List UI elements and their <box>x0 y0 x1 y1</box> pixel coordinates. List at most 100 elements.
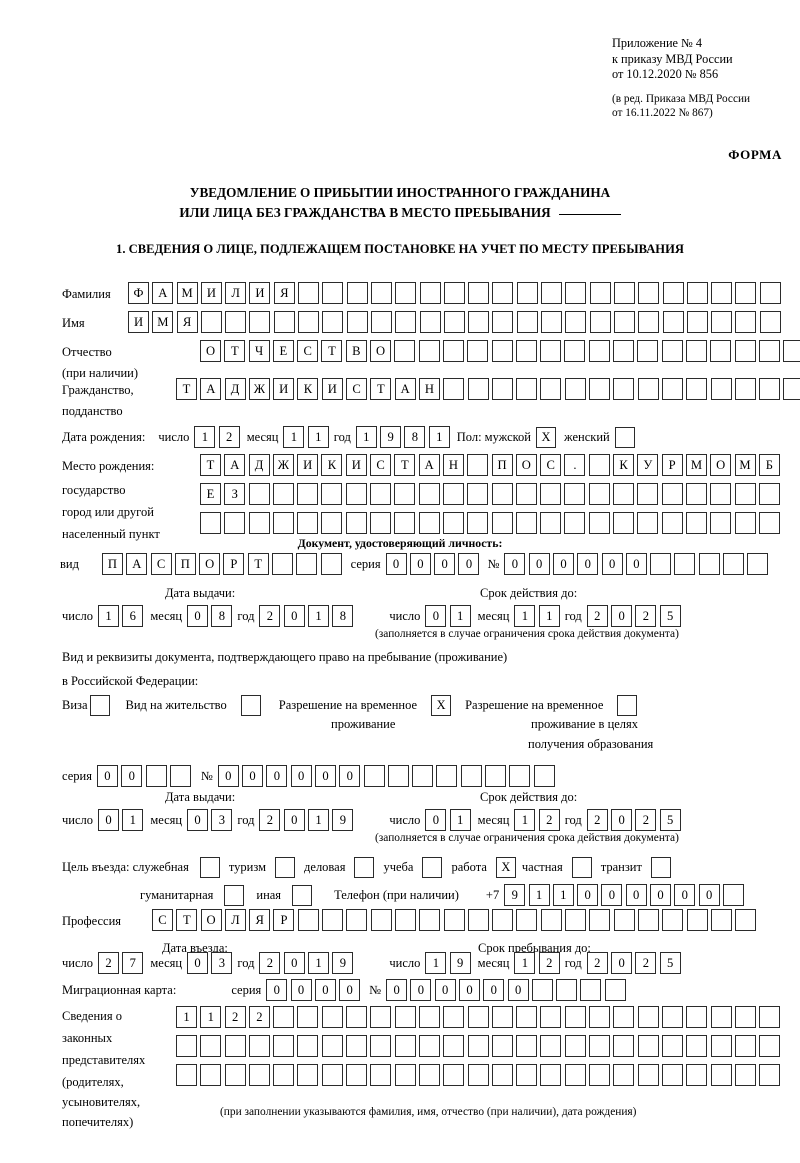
char-cell[interactable]: 9 <box>380 426 402 448</box>
char-cell[interactable] <box>394 512 416 534</box>
char-cell[interactable] <box>686 909 708 931</box>
char-cell[interactable]: 1 <box>514 605 536 627</box>
char-cell[interactable] <box>273 1064 295 1086</box>
char-cell[interactable] <box>248 483 270 505</box>
char-cell[interactable]: 1 <box>538 605 560 627</box>
char-cell[interactable]: А <box>394 378 416 400</box>
char-cell[interactable] <box>661 1035 683 1057</box>
char-cell[interactable]: 8 <box>404 426 426 448</box>
char-cell[interactable]: Р <box>661 454 683 476</box>
char-cell[interactable] <box>589 378 611 400</box>
char-cell[interactable]: 9 <box>332 952 354 974</box>
char-cell[interactable] <box>467 1035 489 1057</box>
char-cell[interactable] <box>613 1064 635 1086</box>
char-cell[interactable]: 0 <box>266 979 288 1001</box>
char-cell[interactable] <box>533 765 555 787</box>
char-cell[interactable]: В <box>345 340 367 362</box>
char-cell[interactable] <box>674 553 696 575</box>
char-cell[interactable]: 0 <box>283 605 305 627</box>
char-cell[interactable]: 1 <box>355 426 377 448</box>
char-cell[interactable] <box>322 909 344 931</box>
char-cell[interactable]: 1 <box>449 809 471 831</box>
char-cell[interactable] <box>443 1064 465 1086</box>
char-cell[interactable] <box>468 311 490 333</box>
char-cell[interactable] <box>613 512 635 534</box>
char-cell[interactable] <box>467 378 489 400</box>
char-cell[interactable]: 1 <box>308 952 330 974</box>
char-cell[interactable] <box>735 909 757 931</box>
char-cell[interactable] <box>297 1035 319 1057</box>
char-cell[interactable] <box>370 1035 392 1057</box>
checkbox-purpose-official[interactable] <box>199 857 220 878</box>
char-cell[interactable] <box>491 483 513 505</box>
char-cell[interactable] <box>298 311 320 333</box>
char-cell[interactable] <box>685 483 707 505</box>
char-cell[interactable] <box>516 1035 538 1057</box>
char-cell[interactable]: С <box>370 454 392 476</box>
char-cell[interactable]: 8 <box>332 605 354 627</box>
char-cell[interactable] <box>613 909 635 931</box>
char-cell[interactable] <box>540 483 562 505</box>
char-cell[interactable] <box>564 1035 586 1057</box>
char-cell[interactable]: 0 <box>458 553 480 575</box>
char-cell[interactable]: 1 <box>552 884 574 906</box>
char-cell[interactable] <box>564 1064 586 1086</box>
char-cell[interactable] <box>661 340 683 362</box>
char-cell[interactable] <box>491 512 513 534</box>
char-cell[interactable] <box>686 1035 708 1057</box>
char-cell[interactable] <box>169 765 191 787</box>
char-cell[interactable] <box>322 311 344 333</box>
char-cell[interactable]: С <box>150 553 172 575</box>
char-cell[interactable] <box>734 1006 756 1028</box>
char-cell[interactable] <box>638 282 660 304</box>
char-cell[interactable]: 1 <box>428 426 450 448</box>
char-cell[interactable]: Я <box>273 282 295 304</box>
char-cell[interactable]: 0 <box>425 605 447 627</box>
char-cell[interactable] <box>734 1035 756 1057</box>
char-cell[interactable]: О <box>515 454 537 476</box>
char-cell[interactable]: Т <box>370 378 392 400</box>
char-cell[interactable] <box>491 1006 513 1028</box>
char-cell[interactable] <box>613 1035 635 1057</box>
char-cell[interactable] <box>436 765 458 787</box>
char-cell[interactable]: 0 <box>266 765 288 787</box>
char-cell[interactable] <box>637 512 659 534</box>
checkbox-purpose-other[interactable] <box>292 884 313 906</box>
checkbox-purpose-work[interactable]: X <box>495 857 516 878</box>
char-cell[interactable] <box>394 909 416 931</box>
char-cell[interactable] <box>516 282 538 304</box>
char-cell[interactable] <box>637 340 659 362</box>
char-cell[interactable]: Н <box>418 378 440 400</box>
char-cell[interactable]: Я <box>249 909 271 931</box>
char-cell[interactable]: О <box>200 340 221 362</box>
char-cell[interactable]: Н <box>442 454 464 476</box>
char-cell[interactable] <box>321 1064 343 1086</box>
char-cell[interactable] <box>515 483 537 505</box>
char-cell[interactable] <box>540 909 562 931</box>
char-cell[interactable]: 3 <box>211 952 233 974</box>
char-cell[interactable]: Т <box>321 340 343 362</box>
char-cell[interactable]: 1 <box>425 952 447 974</box>
char-cell[interactable] <box>758 512 780 534</box>
char-cell[interactable] <box>297 909 319 931</box>
char-cell[interactable] <box>248 1064 270 1086</box>
char-cell[interactable]: 0 <box>698 884 720 906</box>
char-cell[interactable] <box>580 979 602 1001</box>
char-cell[interactable] <box>541 311 563 333</box>
char-cell[interactable] <box>710 1035 732 1057</box>
char-cell[interactable]: Р <box>223 553 245 575</box>
field-birth-place-row-3[interactable] <box>200 512 780 534</box>
char-cell[interactable] <box>516 1064 538 1086</box>
char-cell[interactable] <box>735 311 757 333</box>
